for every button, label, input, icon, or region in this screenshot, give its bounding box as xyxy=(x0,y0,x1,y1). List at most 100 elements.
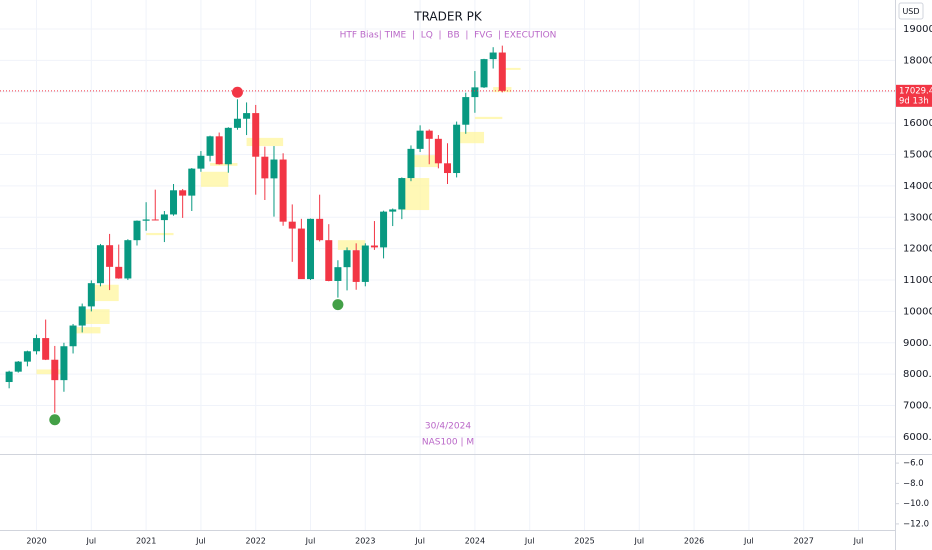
fvg-zone xyxy=(246,137,284,147)
candle-body xyxy=(288,221,296,229)
candle-body xyxy=(233,118,241,128)
candle-body xyxy=(215,136,223,165)
candle-body xyxy=(462,97,470,125)
fvg-zone xyxy=(474,116,503,120)
y-tick-label: 8000.0 xyxy=(903,369,932,380)
candle-body xyxy=(23,351,31,362)
last-price-label: 17029.4 xyxy=(899,86,932,96)
candle-body xyxy=(370,245,378,248)
x-tick-label: Jul xyxy=(85,537,96,546)
candle-body xyxy=(33,338,41,352)
signal-marker xyxy=(231,86,243,98)
fvg-zone xyxy=(410,155,439,168)
candle-body xyxy=(343,250,351,268)
candle-body xyxy=(69,325,77,347)
x-tick-label: 2021 xyxy=(136,537,156,546)
x-tick-label: Jul xyxy=(524,537,535,546)
fvg-zone xyxy=(146,232,174,236)
currency: USD xyxy=(902,7,919,16)
candle-body xyxy=(389,209,397,212)
candle-body xyxy=(416,130,424,149)
candle-body xyxy=(489,52,497,60)
currency-box[interactable] xyxy=(898,2,924,20)
candle-body xyxy=(316,218,324,241)
candle-body xyxy=(160,214,168,221)
candle-body xyxy=(96,245,104,284)
candle-body xyxy=(297,228,305,280)
annotation: 30/4/2024 xyxy=(425,422,471,432)
fvg-zone xyxy=(210,162,238,166)
x-tick-label: Jul xyxy=(853,537,864,546)
candle-body xyxy=(398,178,406,210)
signal-marker xyxy=(332,299,344,311)
x-tick-label: Jul xyxy=(414,537,425,546)
y-tick-label: −8.0 xyxy=(903,479,924,489)
candle-body xyxy=(380,211,388,248)
chart-title: TRADER PK xyxy=(413,10,483,24)
y-tick-label: 18000.0 xyxy=(903,55,932,66)
fvg-zone xyxy=(36,369,64,375)
x-tick-label: 2023 xyxy=(355,537,375,546)
candle-body xyxy=(407,148,415,179)
candle-body xyxy=(471,87,479,98)
fvg-zone xyxy=(401,178,430,211)
chart-subtitle: HTF Bias| TIME | LQ | BB | FVG | EXECUTI… xyxy=(340,31,557,41)
x-tick-label: 2026 xyxy=(684,537,704,546)
y-tick-label: 10000.0 xyxy=(903,306,932,317)
y-tick-label: 7000.0 xyxy=(903,401,932,412)
y-tick-label: 9000.0 xyxy=(903,338,932,349)
x-tick-label: 2024 xyxy=(465,537,485,546)
y-tick-label: 19000.0 xyxy=(903,24,932,35)
candle-body xyxy=(334,267,342,281)
candle-body xyxy=(197,155,205,169)
y-tick-label: 11000.0 xyxy=(903,275,932,286)
signal-marker xyxy=(49,414,61,426)
candle-body xyxy=(60,346,68,381)
x-tick-label: 2027 xyxy=(793,537,813,546)
x-tick-label: 2022 xyxy=(246,537,266,546)
candle-body xyxy=(279,159,287,222)
candle-body xyxy=(188,168,196,196)
y-tick-label: −10.0 xyxy=(903,499,929,509)
candle-body xyxy=(51,359,59,381)
y-tick-label: 14000.0 xyxy=(903,181,932,192)
y-tick-label: 15000.0 xyxy=(903,150,932,161)
candle-body xyxy=(325,240,333,281)
x-tick-label: Jul xyxy=(633,537,644,546)
candle-body xyxy=(270,159,278,179)
candle-body xyxy=(352,250,360,282)
x-tick-label: Jul xyxy=(305,537,316,546)
candle-body xyxy=(361,245,369,282)
candle-body xyxy=(78,306,86,326)
candle-body xyxy=(133,220,141,241)
candle-body xyxy=(42,338,50,360)
x-tick-label: Jul xyxy=(743,537,754,546)
annotation: NAS100 | M xyxy=(422,438,474,448)
x-tick-label: 2020 xyxy=(26,537,46,546)
x-tick-label: Jul xyxy=(195,537,206,546)
candle-body xyxy=(115,266,123,279)
fvg-zone xyxy=(73,327,101,334)
candle-body xyxy=(14,361,22,372)
fvg-zone xyxy=(82,309,110,324)
candle-body xyxy=(261,156,269,179)
fvg-zone xyxy=(456,131,485,144)
candle-body xyxy=(87,283,95,307)
candle-body xyxy=(206,136,214,156)
candle-body xyxy=(444,163,451,174)
x-tick-label: 2025 xyxy=(574,537,594,546)
candle-body xyxy=(170,190,178,215)
candle-body xyxy=(498,52,506,91)
candle-body xyxy=(224,127,232,165)
y-tick-label: 13000.0 xyxy=(903,212,932,223)
y-tick-label: 16000.0 xyxy=(903,118,932,129)
y-tick-label: 12000.0 xyxy=(903,244,932,255)
candle-body xyxy=(151,219,159,221)
candle-body xyxy=(307,218,315,280)
fvg-zone xyxy=(91,284,119,302)
candle-body xyxy=(179,190,187,196)
fvg-zone xyxy=(337,240,366,250)
fvg-zone xyxy=(502,67,521,70)
